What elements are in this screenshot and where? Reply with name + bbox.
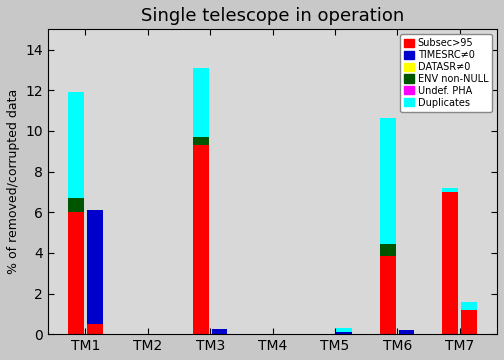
Bar	[399, 330, 414, 334]
Y-axis label: % of removed/corrupted data: % of removed/corrupted data	[7, 89, 20, 274]
Bar	[337, 328, 352, 332]
Bar	[337, 332, 352, 334]
Bar	[193, 145, 209, 334]
Bar	[380, 256, 396, 334]
Bar	[461, 302, 477, 310]
Bar	[193, 137, 209, 145]
Bar	[443, 192, 458, 334]
Bar	[443, 188, 458, 192]
Bar	[68, 212, 84, 334]
Bar	[87, 210, 102, 324]
Bar	[212, 329, 227, 334]
Bar	[461, 310, 477, 334]
Legend: Subsec>95, TIMESRC≠0, DATASR≠0, ENV non-NULL, Undef. PHA, Duplicates: Subsec>95, TIMESRC≠0, DATASR≠0, ENV non-…	[400, 34, 492, 112]
Bar	[380, 244, 396, 256]
Bar	[380, 118, 396, 244]
Bar	[87, 324, 102, 334]
Bar	[193, 68, 209, 137]
Title: Single telescope in operation: Single telescope in operation	[141, 7, 404, 25]
Bar	[68, 198, 84, 212]
Bar	[68, 92, 84, 198]
